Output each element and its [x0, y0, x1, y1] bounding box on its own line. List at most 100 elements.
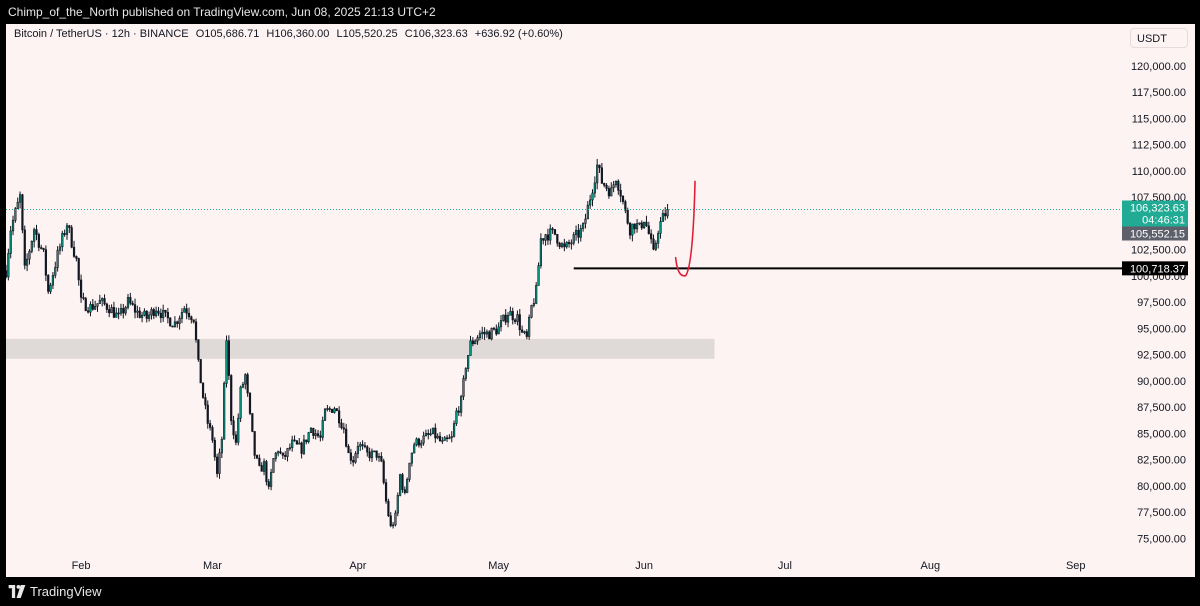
- candle-body: [94, 305, 97, 310]
- candle-body: [157, 310, 160, 314]
- candle-body: [659, 221, 662, 234]
- candle-body: [251, 413, 254, 432]
- y-tick-label: 110,000.00: [1132, 166, 1186, 178]
- candle-body: [370, 450, 374, 459]
- candle-body: [535, 285, 538, 304]
- candle-body: [323, 408, 327, 421]
- currency-selector[interactable]: USDT: [1130, 28, 1188, 48]
- y-tick-label: 120,000.00: [1131, 61, 1186, 73]
- candle-body: [612, 184, 615, 189]
- candle-body: [87, 310, 90, 313]
- candle-body: [584, 218, 587, 224]
- candle-body: [145, 310, 148, 319]
- candle-body: [410, 452, 413, 464]
- candle-body: [68, 225, 71, 228]
- candle-body: [30, 241, 33, 252]
- candle-body: [49, 284, 52, 292]
- candle-body: [110, 307, 113, 314]
- candle-body: [593, 182, 596, 194]
- candle-body: [136, 310, 139, 313]
- candle-body: [481, 331, 484, 334]
- candle-body: [248, 392, 252, 414]
- candle-body: [253, 431, 256, 456]
- brand-label: TradingView: [30, 584, 102, 599]
- candle-body: [72, 246, 76, 257]
- candle-body: [70, 227, 73, 248]
- candle-body: [176, 321, 179, 324]
- candle-body: [448, 437, 451, 440]
- candle-body: [596, 164, 599, 184]
- candle-body: [148, 314, 151, 319]
- candle-body: [131, 302, 134, 305]
- candle-body: [115, 312, 118, 318]
- candle-body: [11, 219, 15, 232]
- candle-body: [438, 435, 442, 442]
- candle-body: [633, 223, 636, 230]
- candle-body: [138, 310, 141, 318]
- candle-body: [384, 482, 388, 502]
- legend-close: C106,323.63: [404, 28, 468, 40]
- x-axis-label: Aug: [921, 560, 941, 572]
- candle-body: [361, 444, 364, 446]
- candle-body: [492, 327, 496, 330]
- prev-close-value: 105,552.15: [1130, 229, 1185, 241]
- candle-body: [316, 433, 320, 437]
- candle-body: [98, 300, 101, 304]
- candle-body: [126, 297, 130, 308]
- candle-body: [614, 180, 618, 186]
- candle-body: [166, 312, 169, 319]
- price-chart[interactable]: 122,500.00120,000.00117,500.00115,000.00…: [6, 24, 1195, 577]
- candle-body: [600, 167, 603, 184]
- candle-body: [518, 314, 521, 331]
- candle-body: [112, 307, 116, 318]
- candle-body: [624, 201, 627, 211]
- candle-body: [528, 316, 531, 337]
- candle-body: [469, 340, 472, 356]
- candle-body: [349, 452, 352, 461]
- candle-body: [319, 435, 322, 438]
- candle-body: [101, 298, 104, 301]
- candle-body: [152, 309, 155, 317]
- candle-body: [265, 461, 268, 482]
- candle-body: [570, 242, 573, 245]
- candle-body: [652, 238, 655, 250]
- candle-body: [530, 305, 533, 318]
- candle-body: [389, 515, 392, 527]
- countdown-value: 04:46:31: [1142, 215, 1185, 227]
- candle-body: [387, 500, 390, 517]
- candle-body: [23, 229, 26, 266]
- candle-body: [436, 435, 439, 439]
- candle-body: [654, 242, 657, 250]
- candle-body: [260, 465, 263, 472]
- candle-body: [190, 316, 193, 321]
- candle-body: [63, 233, 66, 235]
- candle-body: [586, 204, 589, 220]
- candle-body: [363, 445, 367, 448]
- candle-body: [58, 246, 62, 251]
- tradingview-logo-icon: [8, 585, 26, 598]
- candle-body: [75, 256, 78, 259]
- y-tick-label: 82,500.00: [1137, 455, 1186, 467]
- candle-body: [485, 331, 489, 335]
- candle-body: [65, 225, 69, 235]
- candle-body: [354, 453, 357, 463]
- candle-body: [122, 308, 125, 314]
- candle-body: [553, 229, 557, 235]
- candle-body: [391, 524, 395, 527]
- candle-body: [330, 408, 334, 413]
- x-axis-label: Feb: [72, 560, 91, 572]
- chart-area[interactable]: 122,500.00120,000.00117,500.00115,000.00…: [6, 24, 1195, 577]
- candle-body: [246, 374, 249, 394]
- candle-body: [155, 310, 158, 317]
- candle-body: [551, 228, 554, 231]
- y-tick-label: 90,000.00: [1137, 376, 1186, 388]
- candle-body: [169, 317, 172, 327]
- candle-body: [610, 187, 613, 197]
- candle-body: [274, 452, 277, 459]
- candle-body: [14, 208, 17, 221]
- candle-body: [549, 228, 552, 241]
- candle-body: [288, 447, 291, 450]
- candle-body: [232, 420, 235, 436]
- candle-body: [373, 450, 376, 453]
- candle-body: [171, 325, 174, 328]
